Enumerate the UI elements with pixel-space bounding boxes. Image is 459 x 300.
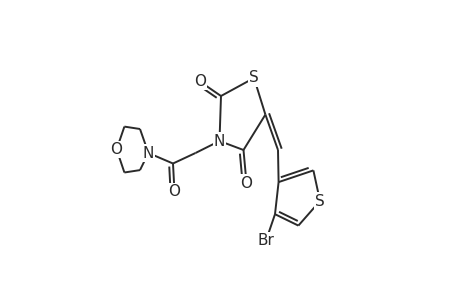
Text: Br: Br: [257, 233, 274, 248]
Text: O: O: [240, 176, 252, 190]
Text: S: S: [249, 70, 258, 86]
Text: N: N: [142, 146, 154, 160]
Text: O: O: [194, 74, 206, 89]
Text: N: N: [213, 134, 225, 148]
Text: S: S: [314, 194, 324, 208]
Text: O: O: [110, 142, 123, 157]
Text: O: O: [168, 184, 180, 200]
